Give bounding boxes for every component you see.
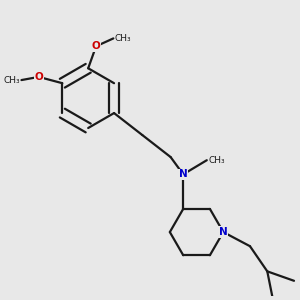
Text: N: N bbox=[179, 169, 188, 179]
Text: N: N bbox=[219, 227, 228, 237]
Text: O: O bbox=[92, 41, 100, 51]
Text: CH₃: CH₃ bbox=[115, 34, 131, 43]
Text: CH₃: CH₃ bbox=[3, 76, 20, 85]
Text: CH₃: CH₃ bbox=[208, 156, 225, 165]
Text: O: O bbox=[34, 72, 43, 82]
